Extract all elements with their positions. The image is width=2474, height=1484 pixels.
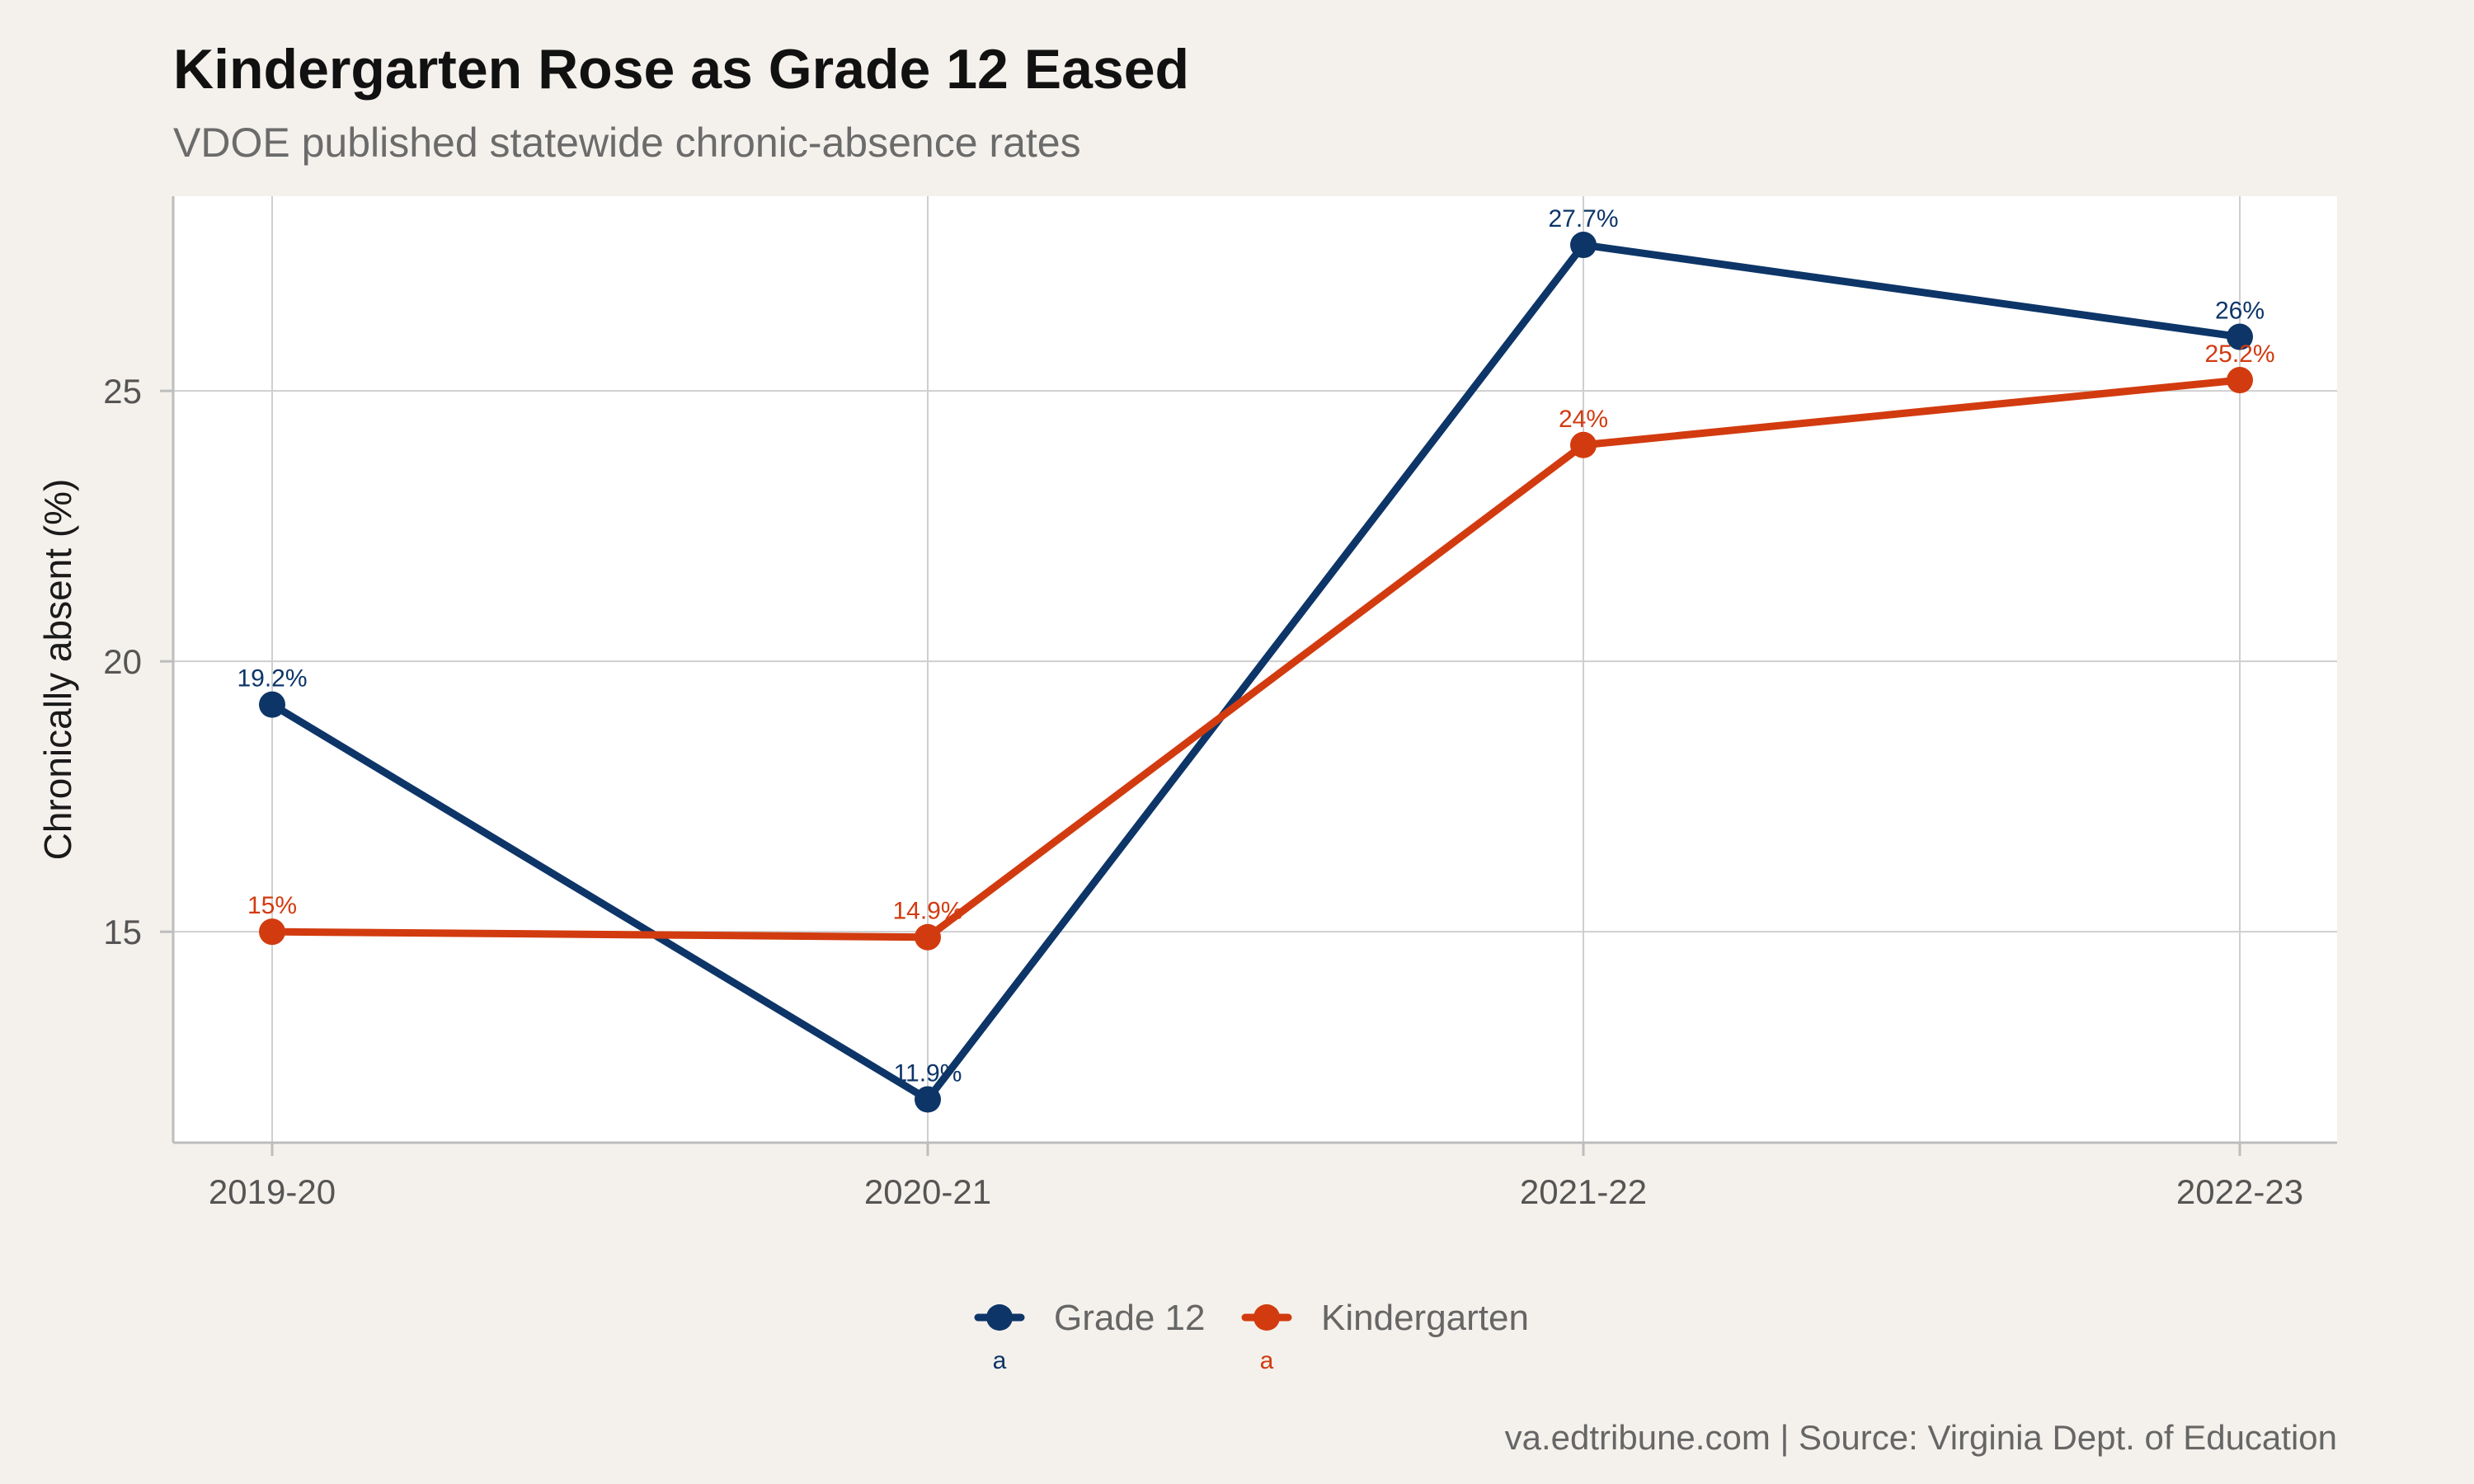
legend-key-point xyxy=(1253,1304,1280,1331)
chart-subtitle: VDOE published statewide chronic-absence… xyxy=(173,120,1081,166)
data-point xyxy=(2227,367,2253,394)
legend-key-letter: a xyxy=(1260,1347,1274,1374)
legend-key-point xyxy=(986,1304,1013,1331)
data-label: 19.2% xyxy=(237,665,307,693)
y-tick-labels: 15 20 25 xyxy=(103,372,173,951)
data-point xyxy=(915,1086,941,1113)
data-label: 14.9% xyxy=(892,898,962,925)
chart-caption: va.edtribune.com | Source: Virginia Dept… xyxy=(1505,1418,2337,1457)
data-label: 15% xyxy=(247,892,297,919)
y-tick-label: 20 xyxy=(103,642,142,681)
data-label: 26% xyxy=(2215,298,2265,325)
x-tick-label: 2021-22 xyxy=(1520,1172,1647,1211)
series-line xyxy=(268,241,2244,1104)
data-point xyxy=(1570,232,1597,259)
y-tick-label: 25 xyxy=(103,372,142,411)
series-layer: 19.2% 11.9% 27.7% 26% 15% 14.9% 24% 25.2% xyxy=(237,205,2275,1113)
legend: a Grade 12 a Kindergarten xyxy=(974,1298,1529,1374)
data-point xyxy=(915,923,941,951)
data-label: 11.9% xyxy=(894,1060,962,1087)
series-kindergarten: 15% 14.9% 24% 25.2% xyxy=(247,340,2275,951)
legend-label: Kindergarten xyxy=(1321,1298,1529,1338)
legend-label: Grade 12 xyxy=(1054,1298,1205,1338)
data-point xyxy=(1570,431,1597,458)
legend-item-kindergarten: a Kindergarten xyxy=(1241,1298,1529,1374)
x-tick-label: 2020-21 xyxy=(864,1172,991,1211)
data-label: 25.2% xyxy=(2204,340,2274,368)
data-point xyxy=(2227,323,2253,350)
x-tick-labels: 2019-20 2020-21 2021-22 2022-23 xyxy=(209,1143,2303,1211)
chart-title: Kindergarten Rose as Grade 12 Eased xyxy=(173,38,1189,101)
series-line xyxy=(268,376,2244,942)
data-label: 27.7% xyxy=(1548,205,1618,232)
x-tick-label: 2022-23 xyxy=(2176,1172,2303,1211)
data-point xyxy=(259,918,285,946)
series-grade-12: 19.2% 11.9% 27.7% 26% xyxy=(237,205,2265,1113)
legend-key-letter: a xyxy=(993,1347,1007,1374)
legend-item-grade-12: a Grade 12 xyxy=(974,1298,1205,1374)
data-label: 24% xyxy=(1559,406,1608,433)
y-tick-label: 15 xyxy=(103,913,142,951)
x-tick-label: 2019-20 xyxy=(209,1172,336,1211)
data-point xyxy=(259,691,285,718)
y-axis-label: Chronically absent (%) xyxy=(36,479,79,861)
